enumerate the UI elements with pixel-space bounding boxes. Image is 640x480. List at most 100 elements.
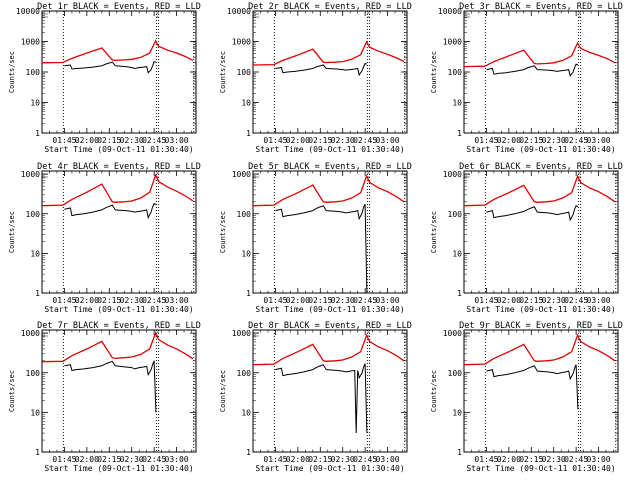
panel-2: Det 2r BLACK = Events, RED = LLD01:4502:…	[219, 2, 412, 154]
x-tick-label: 02:45	[564, 455, 588, 464]
x-tick-label: 03:00	[165, 455, 189, 464]
y-tick-label: 100	[237, 210, 252, 219]
axis-bracket	[42, 13, 48, 18]
plot-frame	[463, 329, 619, 453]
plot-frame	[41, 329, 197, 453]
x-tick-label: 01:45	[52, 455, 76, 464]
x-tick-label: 03:00	[587, 455, 611, 464]
panel-title: Det 5r BLACK = Events, RED = LLD	[248, 162, 412, 172]
panel-title: Det 4r BLACK = Events, RED = LLD	[37, 162, 201, 172]
x-axis-label: Start Time (09-Oct-11 01:30:40)	[466, 145, 615, 154]
x-tick-label: 02:15	[97, 296, 121, 305]
panel-5: Det 5r BLACK = Events, RED = LLD01:4502:…	[219, 162, 412, 314]
x-tick-label: 02:15	[97, 455, 121, 464]
x-tick-label: 02:00	[75, 136, 99, 145]
interval-bracket	[367, 12, 370, 18]
lld-series-line	[41, 39, 194, 64]
x-axis-label: Start Time (09-Oct-11 01:30:40)	[466, 464, 615, 473]
x-axis-label: Start Time (09-Oct-11 01:30:40)	[44, 464, 193, 473]
panel-6: Det 6r BLACK = Events, RED = LLD01:4502:…	[430, 162, 623, 314]
x-tick-label: 03:00	[376, 455, 400, 464]
x-tick-label: 02:00	[286, 296, 310, 305]
x-tick-label: 02:45	[564, 296, 588, 305]
axis-bracket	[464, 332, 470, 337]
y-tick-label: 100	[26, 68, 41, 77]
x-tick-label: 02:00	[75, 296, 99, 305]
axis-bracket	[253, 173, 259, 178]
panel-8: Det 8r BLACK = Events, RED = LLD01:4502:…	[219, 321, 412, 473]
lld-series-line	[463, 333, 616, 366]
x-tick-label: 01:45	[474, 136, 498, 145]
axis-bracket	[42, 173, 48, 178]
plot-frame	[41, 10, 197, 134]
y-tick-label: 10	[30, 408, 40, 417]
x-tick-label: 02:15	[308, 455, 332, 464]
x-tick-label: 02:30	[542, 455, 566, 464]
x-tick-label: 02:00	[497, 296, 521, 305]
x-tick-label: 02:15	[519, 296, 543, 305]
events-series-line	[486, 204, 579, 222]
y-tick-label: 1000	[21, 329, 40, 338]
y-tick-label: 1	[246, 448, 251, 457]
lld-series-line	[252, 40, 405, 66]
x-tick-label: 01:45	[474, 296, 498, 305]
y-axis-label: Counts/sec	[430, 370, 438, 412]
plot-frame	[252, 170, 408, 294]
y-tick-label: 1000	[21, 38, 40, 47]
y-tick-label: 1000	[21, 170, 40, 179]
y-tick-label: 100	[448, 68, 463, 77]
y-tick-label: 10000	[227, 7, 251, 16]
y-tick-label: 100	[26, 369, 41, 378]
x-tick-label: 02:30	[120, 136, 144, 145]
x-tick-label: 02:45	[353, 296, 377, 305]
interval-bracket	[578, 331, 581, 337]
lld-series-line	[463, 174, 616, 207]
x-tick-label: 02:30	[542, 136, 566, 145]
y-tick-label: 10	[241, 249, 251, 258]
panel-title: Det 6r BLACK = Events, RED = LLD	[459, 162, 623, 172]
y-tick-label: 100	[237, 68, 252, 77]
x-tick-label: 02:00	[75, 455, 99, 464]
plot-frame	[252, 329, 408, 453]
y-tick-label: 1	[246, 289, 251, 298]
y-tick-label: 1000	[443, 170, 462, 179]
interval-bracket	[367, 331, 370, 337]
x-axis-label: Start Time (09-Oct-11 01:30:40)	[466, 305, 615, 314]
y-tick-label: 1000	[443, 329, 462, 338]
x-tick-label: 03:00	[587, 136, 611, 145]
y-axis-label: Counts/sec	[430, 51, 438, 93]
x-tick-label: 03:00	[376, 296, 400, 305]
panel-1: Det 1r BLACK = Events, RED = LLD01:4502:…	[8, 2, 201, 154]
panel-title: Det 2r BLACK = Events, RED = LLD	[248, 2, 412, 12]
x-tick-label: 02:30	[120, 296, 144, 305]
x-axis-label: Start Time (09-Oct-11 01:30:40)	[255, 464, 404, 473]
x-tick-label: 02:15	[519, 136, 543, 145]
lld-series-line	[463, 41, 616, 68]
x-tick-label: 03:00	[165, 296, 189, 305]
events-series-line	[275, 363, 368, 434]
interval-bracket	[578, 172, 581, 178]
y-axis-label: Counts/sec	[219, 370, 227, 412]
plot-frame	[463, 10, 619, 134]
panel-7: Det 7r BLACK = Events, RED = LLD01:4502:…	[8, 321, 201, 473]
axis-bracket	[253, 13, 259, 18]
x-axis-label: Start Time (09-Oct-11 01:30:40)	[44, 145, 193, 154]
x-tick-label: 02:45	[142, 455, 166, 464]
y-tick-label: 1	[457, 448, 462, 457]
x-tick-label: 02:30	[331, 136, 355, 145]
panel-9: Det 9r BLACK = Events, RED = LLD01:4502:…	[430, 321, 623, 473]
x-tick-label: 01:45	[474, 455, 498, 464]
y-tick-label: 10	[30, 249, 40, 258]
y-tick-label: 1	[246, 129, 251, 138]
y-tick-label: 10	[452, 99, 462, 108]
y-tick-label: 100	[26, 210, 41, 219]
x-tick-label: 02:00	[286, 455, 310, 464]
y-tick-label: 1	[35, 448, 40, 457]
events-series-line	[486, 63, 579, 77]
x-tick-label: 02:00	[286, 136, 310, 145]
y-tick-label: 10000	[16, 7, 40, 16]
x-tick-label: 02:30	[331, 455, 355, 464]
x-tick-label: 03:00	[587, 296, 611, 305]
y-tick-label: 1000	[232, 170, 251, 179]
lld-series-line	[41, 331, 194, 363]
